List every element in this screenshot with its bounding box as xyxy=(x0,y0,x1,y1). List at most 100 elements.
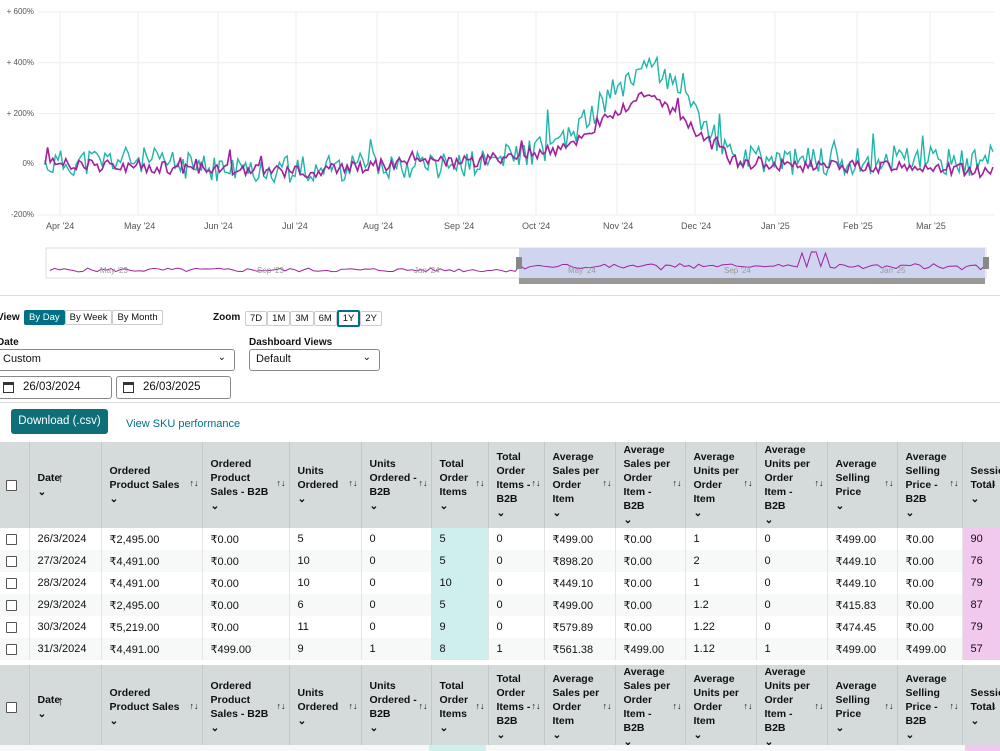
sort-icon[interactable]: ↑ xyxy=(57,470,65,486)
chevron-down-icon[interactable]: ⌄ xyxy=(439,500,449,512)
sort-icon[interactable]: ↑↓ xyxy=(884,700,894,711)
date-range-select[interactable]: Custom ⌄ xyxy=(0,349,235,371)
column-header[interactable]: Average Sales per Order Item ⌄ ↑↓ xyxy=(544,442,616,528)
column-header[interactable]: Average Units per Order Item - B2B ⌄ ↑↓ xyxy=(756,442,828,528)
chevron-down-icon[interactable]: ⌄ xyxy=(764,514,774,526)
row-checkbox[interactable] xyxy=(6,577,17,589)
chevron-down-icon[interactable]: ⌄ xyxy=(210,722,220,734)
sort-icon[interactable]: ↑↓ xyxy=(348,478,358,489)
select-all-checkbox[interactable] xyxy=(6,701,17,713)
view-sku-performance-link[interactable]: View SKU performance xyxy=(126,418,241,430)
column-header[interactable]: Average Sales per Order Item - B2B ⌄ ↑↓ xyxy=(615,442,686,528)
zoom-7d-button[interactable]: 7D xyxy=(245,311,268,326)
sort-icon[interactable]: ↑↓ xyxy=(418,478,428,489)
sort-icon[interactable]: ↑↓ xyxy=(743,478,753,489)
sort-icon[interactable]: ↑↓ xyxy=(672,700,682,711)
chevron-down-icon[interactable]: ⌄ xyxy=(905,729,915,741)
chevron-down-icon[interactable]: ⌄ xyxy=(552,507,562,519)
column-header[interactable]: Sessio Total ⌄ ↑↓ xyxy=(962,665,1000,749)
sort-icon[interactable]: ↑↓ xyxy=(602,478,612,489)
chevron-down-icon[interactable]: ⌄ xyxy=(297,715,307,727)
chevron-down-icon[interactable]: ⌄ xyxy=(37,486,47,498)
column-header[interactable]: Ordered Product Sales ⌄ ↑↓ xyxy=(101,442,203,528)
column-header[interactable]: Ordered Product Sales - B2B ⌄ ↑↓ xyxy=(202,665,290,749)
view-by-day-button[interactable]: By Day xyxy=(24,310,65,325)
column-header[interactable]: Units Ordered ⌄ ↑↓ xyxy=(289,665,362,749)
column-header[interactable]: Units Ordered - B2B ⌄ ↑↓ xyxy=(361,442,432,528)
column-header[interactable]: Sessio Total ⌄ ↑↓ xyxy=(962,442,1000,528)
chevron-down-icon[interactable]: ⌄ xyxy=(109,493,119,505)
zoom-6m-button[interactable]: 6M xyxy=(313,311,337,326)
sort-icon[interactable]: ↑↓ xyxy=(949,478,959,489)
chevron-down-icon[interactable]: ⌄ xyxy=(496,729,506,741)
column-header[interactable]: Units Ordered ⌄ ↑↓ xyxy=(289,442,362,528)
row-checkbox[interactable] xyxy=(6,555,17,567)
view-by-week-button[interactable]: By Week xyxy=(64,310,113,325)
chevron-down-icon[interactable]: ⌄ xyxy=(905,507,915,519)
chevron-down-icon[interactable]: ⌄ xyxy=(439,722,449,734)
row-checkbox[interactable] xyxy=(6,621,17,633)
chevron-down-icon[interactable]: ⌄ xyxy=(552,729,562,741)
end-date-input[interactable]: 26/03/2025 xyxy=(116,376,231,399)
sort-icon[interactable]: ↑↓ xyxy=(743,700,753,711)
column-header[interactable]: Average Units per Order Item ⌄ ↑↓ xyxy=(685,665,757,749)
row-checkbox[interactable] xyxy=(6,599,17,611)
chevron-down-icon[interactable]: ⌄ xyxy=(109,715,119,727)
chevron-down-icon[interactable]: ⌄ xyxy=(496,507,506,519)
sort-icon[interactable]: ↑↓ xyxy=(602,700,612,711)
sort-icon[interactable]: ↑↓ xyxy=(348,700,358,711)
chevron-down-icon[interactable]: ⌄ xyxy=(693,507,703,519)
zoom-1m-button[interactable]: 1M xyxy=(267,311,291,326)
sort-icon[interactable]: ↑↓ xyxy=(475,700,485,711)
chevron-down-icon[interactable]: ⌄ xyxy=(297,493,307,505)
sort-icon[interactable]: ↑↓ xyxy=(276,478,286,489)
column-header[interactable]: Units Ordered - B2B ⌄ ↑↓ xyxy=(361,665,432,749)
download-csv-button[interactable]: Download (.csv) xyxy=(11,409,108,434)
column-header[interactable]: Average Selling Price ⌄ ↑↓ xyxy=(827,442,898,528)
sort-icon[interactable]: ↑↓ xyxy=(531,700,541,711)
chevron-down-icon[interactable]: ⌄ xyxy=(835,500,845,512)
sort-icon[interactable]: ↑↓ xyxy=(884,478,894,489)
sort-icon[interactable]: ↑↓ xyxy=(475,478,485,489)
zoom-1y-button[interactable]: 1Y xyxy=(336,310,361,327)
chevron-down-icon[interactable]: ⌄ xyxy=(764,736,774,748)
sort-icon[interactable]: ↑↓ xyxy=(418,700,428,711)
column-header[interactable]: Ordered Product Sales - B2B ⌄ ↑↓ xyxy=(202,442,290,528)
navigator[interactable] xyxy=(0,0,1000,296)
column-header[interactable]: Total Order Items ⌄ ↑↓ xyxy=(431,442,489,528)
column-header[interactable]: Average Units per Order Item - B2B ⌄ ↑↓ xyxy=(756,665,828,749)
column-header[interactable]: Average Selling Price - B2B ⌄ ↑↓ xyxy=(897,665,963,749)
chevron-down-icon[interactable]: ⌄ xyxy=(693,729,703,741)
sort-icon[interactable]: ↑↓ xyxy=(987,700,997,711)
sort-icon[interactable]: ↑↓ xyxy=(189,700,199,711)
view-by-month-button[interactable]: By Month xyxy=(112,310,163,325)
sort-icon[interactable]: ↑↓ xyxy=(814,700,824,711)
row-checkbox[interactable] xyxy=(6,533,17,545)
sort-icon[interactable]: ↑↓ xyxy=(189,478,199,489)
chevron-down-icon[interactable]: ⌄ xyxy=(37,708,47,720)
sort-icon[interactable]: ↑↓ xyxy=(672,478,682,489)
chevron-down-icon[interactable]: ⌄ xyxy=(623,736,633,748)
column-header[interactable]: Date ⌄ ↑ xyxy=(29,442,102,528)
column-header[interactable]: Average Units per Order Item ⌄ ↑↓ xyxy=(685,442,757,528)
column-header[interactable]: Total Order Items - B2B ⌄ ↑↓ xyxy=(488,442,545,528)
row-checkbox[interactable] xyxy=(6,643,17,655)
chevron-down-icon[interactable]: ⌄ xyxy=(210,500,220,512)
sort-icon[interactable]: ↑↓ xyxy=(949,700,959,711)
zoom-2y-button[interactable]: 2Y xyxy=(360,311,383,326)
column-header[interactable]: Ordered Product Sales ⌄ ↑↓ xyxy=(101,665,203,749)
chevron-down-icon[interactable]: ⌄ xyxy=(970,715,980,727)
column-header[interactable]: Average Sales per Order Item - B2B ⌄ ↑↓ xyxy=(615,665,686,749)
sort-icon[interactable]: ↑↓ xyxy=(814,478,824,489)
column-header[interactable]: Average Selling Price ⌄ ↑↓ xyxy=(827,665,898,749)
column-header[interactable]: Average Selling Price - B2B ⌄ ↑↓ xyxy=(897,442,963,528)
chevron-down-icon[interactable]: ⌄ xyxy=(623,514,633,526)
sort-icon[interactable]: ↑↓ xyxy=(987,478,997,489)
select-all-checkbox[interactable] xyxy=(6,479,17,491)
chevron-down-icon[interactable]: ⌄ xyxy=(835,722,845,734)
zoom-3m-button[interactable]: 3M xyxy=(290,311,314,326)
sort-icon[interactable]: ↑↓ xyxy=(276,700,286,711)
column-header[interactable]: Average Sales per Order Item ⌄ ↑↓ xyxy=(544,665,616,749)
dashboard-views-select[interactable]: Default ⌄ xyxy=(249,349,380,371)
chevron-down-icon[interactable]: ⌄ xyxy=(970,493,980,505)
